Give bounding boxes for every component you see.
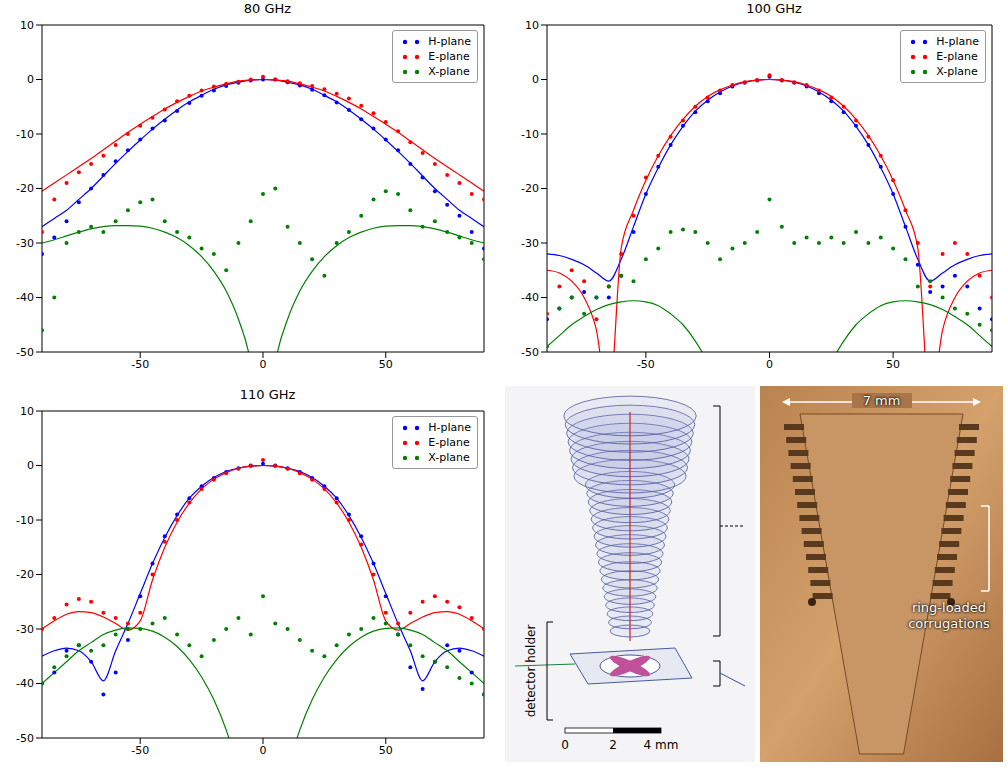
svg-text:50: 50 (886, 358, 900, 371)
svg-text:detector holder: detector holder (524, 625, 538, 718)
svg-text:50: 50 (379, 358, 393, 371)
html-text:100 GHz: 100 GHz (746, 1, 802, 16)
svg-text:-50: -50 (131, 358, 149, 371)
svg-text:-40: -40 (521, 291, 539, 304)
svg-text:-10: -10 (521, 128, 539, 141)
html-text:X-plane: X-plane (428, 65, 470, 78)
svg-text:0: 0 (766, 358, 773, 371)
svg-text:-50: -50 (131, 744, 149, 757)
html-text:E-plane: E-plane (428, 50, 470, 63)
svg-text:4 mm: 4 mm (644, 738, 679, 752)
html-text:E-plane: E-plane (936, 50, 978, 63)
svg-text:-20: -20 (16, 182, 34, 195)
html-text:X-plane: X-plane (936, 65, 978, 78)
svg-text:-10: -10 (16, 128, 34, 141)
html-text:7 mm: 7 mm (862, 393, 901, 408)
svg-text:10: 10 (20, 405, 34, 418)
html-text:X-plane: X-plane (428, 451, 470, 464)
svg-text:0: 0 (27, 459, 34, 472)
svg-text:-20: -20 (16, 568, 34, 581)
svg-text:0: 0 (260, 358, 267, 371)
svg-text:-50: -50 (16, 732, 34, 745)
svg-text:50: 50 (379, 744, 393, 757)
svg-text:-30: -30 (16, 237, 34, 250)
html-text:H-plane: H-plane (428, 421, 471, 434)
svg-text:-50: -50 (16, 346, 34, 359)
svg-text:-30: -30 (16, 623, 34, 636)
svg-text:-50: -50 (521, 346, 539, 359)
html-text:ring-loaded corrugations: ring-loaded corrugations (908, 600, 990, 631)
svg-text:-50: -50 (637, 358, 655, 371)
html-text:H-plane: H-plane (428, 35, 471, 48)
svg-text:-10: -10 (16, 514, 34, 527)
html-text:80 GHz: 80 GHz (243, 1, 292, 16)
svg-text:-30: -30 (521, 237, 539, 250)
html-text:E-plane: E-plane (428, 436, 470, 449)
svg-text:-40: -40 (16, 291, 34, 304)
svg-text:-40: -40 (16, 677, 34, 690)
svg-text:0: 0 (532, 73, 539, 86)
svg-text:0: 0 (561, 738, 569, 752)
svg-text:10: 10 (525, 19, 539, 32)
svg-text:0: 0 (27, 73, 34, 86)
html-text:H-plane: H-plane (936, 35, 979, 48)
svg-text:-20: -20 (521, 182, 539, 195)
svg-text:2: 2 (609, 738, 617, 752)
svg-text:10: 10 (20, 19, 34, 32)
html-text:110 GHz: 110 GHz (239, 387, 296, 402)
svg-text:0: 0 (260, 744, 267, 757)
